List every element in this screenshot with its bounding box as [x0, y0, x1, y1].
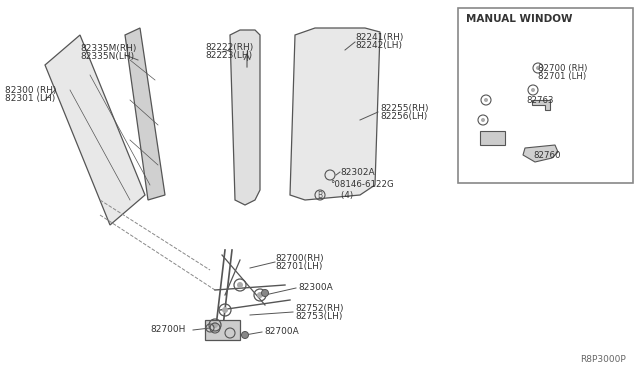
Circle shape	[262, 289, 269, 296]
Text: 82255(RH): 82255(RH)	[380, 103, 429, 112]
Text: 82763: 82763	[526, 96, 554, 105]
Text: 82335N(LH): 82335N(LH)	[80, 51, 134, 61]
Text: 82700A: 82700A	[264, 327, 299, 337]
Circle shape	[481, 118, 485, 122]
Text: 82700(RH): 82700(RH)	[275, 253, 324, 263]
Text: 82300A: 82300A	[298, 283, 333, 292]
Text: 82701(LH): 82701(LH)	[275, 262, 323, 270]
Text: 82222(RH): 82222(RH)	[205, 42, 253, 51]
Polygon shape	[290, 28, 380, 200]
Text: 82760: 82760	[533, 151, 561, 160]
Circle shape	[257, 292, 263, 298]
Bar	[458, 8, 633, 183]
Bar	[205, 320, 240, 340]
Text: 82242(LH): 82242(LH)	[355, 41, 402, 49]
Text: 82300 (RH): 82300 (RH)	[5, 86, 56, 94]
Text: °08146-6122G
    (4): °08146-6122G (4)	[330, 180, 394, 200]
Text: 82302A: 82302A	[340, 167, 374, 176]
Text: MANUAL WINDOW: MANUAL WINDOW	[466, 14, 573, 24]
Text: 82256(LH): 82256(LH)	[380, 112, 428, 121]
Polygon shape	[125, 28, 165, 200]
Text: 82335M(RH): 82335M(RH)	[80, 44, 136, 52]
Text: 82241(RH): 82241(RH)	[355, 32, 403, 42]
Text: 82701 (LH): 82701 (LH)	[538, 71, 586, 80]
Text: B: B	[317, 190, 323, 199]
Circle shape	[484, 98, 488, 102]
Text: R8P3000P: R8P3000P	[580, 356, 626, 365]
Polygon shape	[532, 100, 550, 110]
Text: 82753(LH): 82753(LH)	[295, 311, 342, 321]
Circle shape	[212, 322, 218, 328]
Circle shape	[536, 66, 540, 70]
Circle shape	[237, 282, 243, 288]
Text: 82301 (LH): 82301 (LH)	[5, 93, 55, 103]
Polygon shape	[45, 35, 145, 225]
Text: 82223(LH): 82223(LH)	[205, 51, 252, 60]
Circle shape	[241, 331, 248, 339]
Polygon shape	[523, 145, 558, 162]
Polygon shape	[230, 30, 260, 205]
Circle shape	[222, 307, 228, 313]
Circle shape	[531, 88, 535, 92]
Bar	[480, 131, 505, 145]
Text: 82752(RH): 82752(RH)	[295, 304, 344, 312]
Text: 82700 (RH): 82700 (RH)	[538, 64, 588, 73]
Text: 82700H: 82700H	[150, 326, 186, 334]
